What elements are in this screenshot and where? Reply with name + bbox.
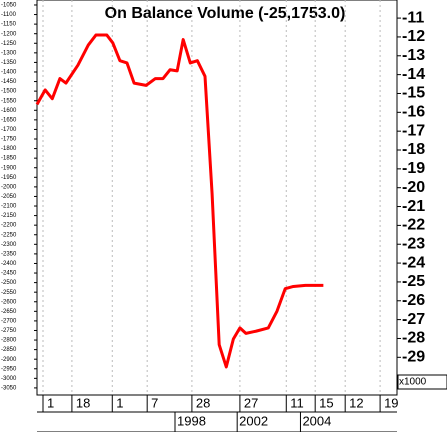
y2-tick-label: -26	[402, 292, 425, 309]
year-label: 2004	[302, 413, 331, 428]
x-tick-label: 1	[47, 395, 54, 410]
x-tick-label: 15	[319, 395, 333, 410]
y-tick-label: -2750	[1, 328, 17, 334]
y2-tick-label: -19	[402, 160, 425, 177]
y2-tick-label: -23	[402, 235, 425, 252]
y-tick-label: -1750	[1, 137, 17, 143]
unit-box	[397, 374, 447, 390]
y-tick-label: -2800	[1, 338, 17, 344]
y-tick-label: -1650	[1, 117, 17, 123]
y-tick-label: -2350	[1, 251, 17, 257]
y2-tick-label: -17	[402, 122, 425, 139]
y-tick-label: -2650	[1, 309, 17, 315]
y-tick-label: -1850	[1, 156, 17, 162]
y-tick-label: -2200	[1, 223, 17, 229]
x-tick-label: 11	[290, 395, 304, 410]
y-tick-label: -1950	[1, 175, 17, 181]
y-tick-label: -1500	[1, 89, 17, 95]
y2-tick-label: -24	[402, 254, 425, 271]
y-tick-label: -1050	[1, 3, 17, 9]
y2-tick-label: -13	[402, 47, 425, 64]
y2-tick-label: -27	[402, 311, 425, 328]
y-tick-label: -1550	[1, 98, 17, 104]
y2-tick-label: -20	[402, 179, 425, 196]
year-label: 2002	[239, 413, 268, 428]
y2-tick-label: -29	[402, 349, 425, 366]
y2-tick-label: -15	[402, 85, 425, 102]
plot-frame	[36, 0, 398, 396]
y2-tick-label: -11	[402, 9, 424, 26]
chart-title: On Balance Volume (-25,1753.0)	[105, 5, 346, 22]
y-tick-label: -2000	[1, 184, 17, 190]
y2-tick-label: -21	[402, 198, 425, 215]
y-tick-label: -2300	[1, 242, 17, 248]
y-tick-label: -3050	[1, 385, 17, 391]
y-tick-label: -3000	[1, 376, 17, 382]
obv-line	[35, 33, 324, 369]
y-tick-label: -2400	[1, 261, 17, 267]
y-tick-label: -2050	[1, 194, 17, 200]
year-label: 1998	[177, 413, 206, 428]
y2-tick-label: -14	[402, 66, 425, 83]
y-tick-label: -2500	[1, 280, 17, 286]
y-tick-label: -2900	[1, 357, 17, 363]
x-tick-label: 12	[349, 395, 363, 410]
y-tick-label: -1350	[1, 60, 17, 66]
y-tick-label: -1600	[1, 108, 17, 114]
y2-tick-label: -22	[402, 217, 425, 234]
y-tick-label: -1150	[1, 22, 17, 28]
y2-unit: x1000	[399, 377, 427, 388]
x-tick-label: 19	[384, 395, 398, 410]
y-tick-label: -1250	[1, 41, 17, 47]
y-tick-label: -1300	[1, 50, 17, 56]
y-tick-label: -1700	[1, 127, 17, 133]
y-tick-label: -1200	[1, 31, 17, 37]
x-tick-label: 7	[151, 395, 158, 410]
y2-tick-label: -18	[402, 141, 425, 158]
y2-tick-label: -25	[402, 273, 425, 290]
y-tick-label: -2100	[1, 204, 17, 210]
x-tick-label: 1	[116, 395, 123, 410]
y-tick-label: -2850	[1, 347, 17, 353]
y-tick-label: -1800	[1, 146, 17, 152]
y-tick-label: -2550	[1, 290, 17, 296]
y-tick-label: -2250	[1, 232, 17, 238]
y-tick-label: -1100	[1, 12, 17, 18]
y-tick-label: -2600	[1, 299, 17, 305]
x-tick-label: 27	[244, 395, 258, 410]
y2-tick-label: -16	[402, 104, 425, 121]
y-tick-label: -2450	[1, 271, 17, 277]
y-tick-label: -2150	[1, 213, 17, 219]
y2-tick-label: -28	[402, 330, 425, 347]
y-tick-label: -2950	[1, 366, 17, 372]
y2-tick-label: -12	[402, 28, 425, 45]
x-tick-label: 18	[76, 395, 90, 410]
x-tick-label: 28	[196, 395, 210, 410]
y-tick-label: -2700	[1, 318, 17, 324]
y-tick-label: -1400	[1, 70, 17, 76]
y-tick-label: -1450	[1, 79, 17, 85]
y-tick-label: -1900	[1, 165, 17, 171]
